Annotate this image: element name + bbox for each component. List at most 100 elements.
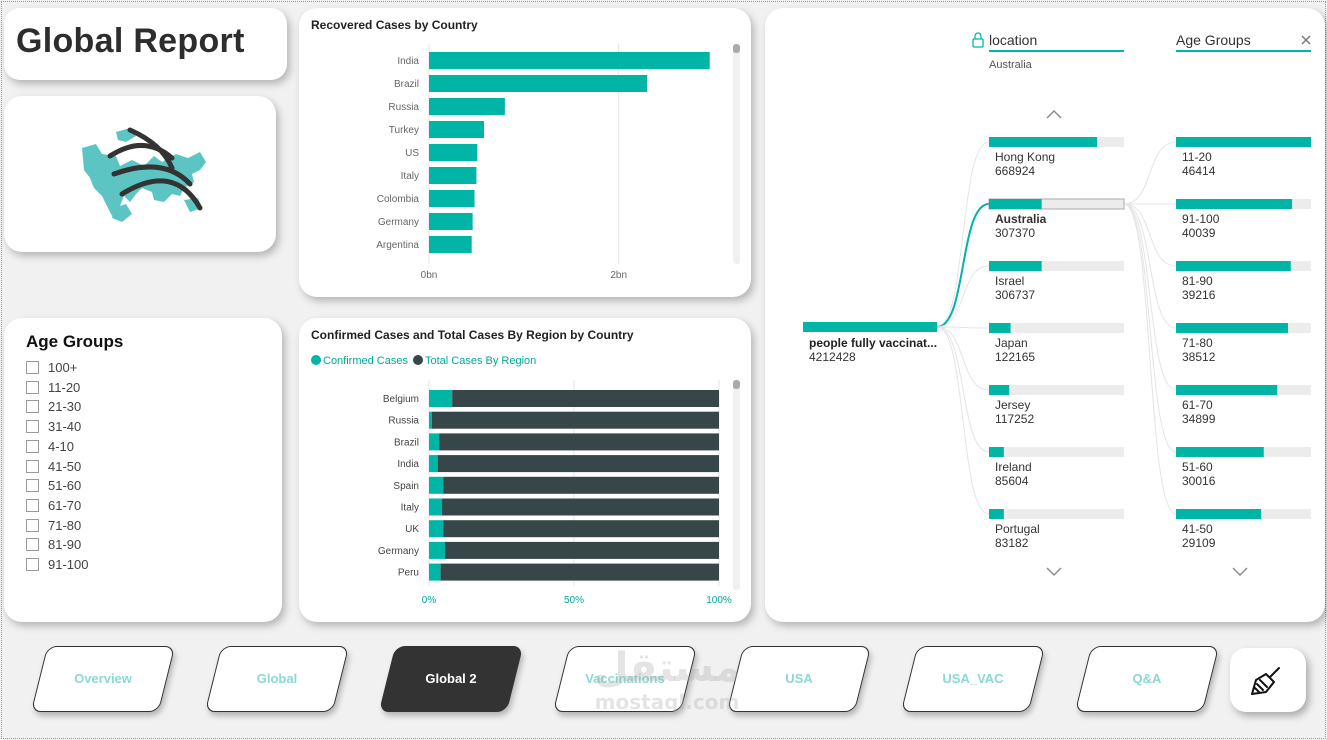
stacked-bar-segment[interactable] — [429, 455, 438, 473]
scroll-down-icon[interactable] — [1232, 567, 1248, 576]
checkbox[interactable] — [26, 518, 39, 532]
clear-filters-button[interactable] — [1230, 648, 1306, 712]
bar[interactable] — [429, 98, 505, 115]
category-label: Belgium — [383, 394, 419, 405]
scrollbar-track[interactable] — [733, 44, 740, 264]
node-label: 71-80 — [1182, 336, 1213, 350]
stacked-bar-segment[interactable] — [443, 520, 720, 538]
bar[interactable] — [429, 52, 710, 69]
node-bar[interactable] — [1176, 509, 1262, 519]
stacked-bar-segment[interactable] — [443, 476, 720, 494]
x-tick-label: 2bn — [610, 270, 627, 281]
slicer-item[interactable]: 51-60 — [26, 476, 81, 494]
slicer-item[interactable]: 61-70 — [26, 496, 81, 514]
stacked-bar-segment[interactable] — [429, 411, 432, 429]
logo-card — [4, 96, 276, 252]
node-bar[interactable] — [989, 323, 1011, 333]
slicer-item[interactable]: 21-30 — [26, 397, 81, 415]
checkbox[interactable] — [26, 439, 39, 453]
checkbox[interactable] — [26, 498, 39, 512]
node-label: Israel — [995, 274, 1024, 288]
slicer-item[interactable]: 81-90 — [26, 535, 81, 553]
node-track — [989, 447, 1124, 457]
bar[interactable] — [429, 190, 475, 207]
confirmed-stacked-chart: Confirmed Cases Total Cases By Region 0% 50… — [311, 355, 740, 606]
title-card: Global Report — [4, 8, 287, 80]
legend-label[interactable]: Total Cases By Region — [425, 355, 536, 367]
slicer-item[interactable]: 41-50 — [26, 457, 81, 475]
slicer-item[interactable]: 100+ — [26, 358, 77, 376]
tree-link — [1123, 203, 1177, 515]
bar[interactable] — [429, 213, 473, 230]
scrollbar-thumb[interactable] — [733, 380, 740, 389]
level2-header[interactable]: Age Groups — [1176, 32, 1251, 48]
stacked-bar-segment[interactable] — [429, 433, 440, 451]
bar[interactable] — [429, 167, 477, 184]
node-bar[interactable] — [1176, 261, 1291, 271]
stacked-bar-segment[interactable] — [429, 390, 453, 407]
node-bar[interactable] — [1176, 323, 1289, 333]
bar[interactable] — [429, 236, 472, 253]
stacked-bar-segment[interactable] — [429, 476, 444, 494]
slicer-item[interactable]: 4-10 — [26, 437, 74, 455]
node-bar[interactable] — [1176, 385, 1278, 395]
stacked-bar-segment[interactable] — [444, 541, 719, 559]
slicer-item[interactable]: 71-80 — [26, 516, 81, 534]
level1-selected: Australia — [989, 59, 1033, 71]
scrollbar-thumb[interactable] — [733, 44, 740, 53]
stacked-bar-segment[interactable] — [429, 541, 445, 559]
tree-link — [1123, 203, 1177, 453]
node-bar[interactable] — [989, 385, 1010, 395]
stacked-bar-segment[interactable] — [429, 563, 441, 581]
scrollbar-track[interactable] — [733, 380, 740, 590]
checkbox[interactable] — [26, 459, 39, 473]
stacked-bar-segment[interactable] — [437, 455, 719, 473]
stacked-bar-segment[interactable] — [452, 390, 719, 407]
stacked-bar-segment[interactable] — [440, 563, 719, 581]
confirmed-chart-card: Confirmed Cases and Total Cases By Regio… — [299, 318, 751, 622]
node-value: 122165 — [995, 350, 1035, 364]
nav-button-label: Global 2 — [425, 671, 477, 686]
legend-label[interactable]: Confirmed Cases — [323, 355, 408, 367]
bar[interactable] — [429, 75, 648, 92]
node-value: 85604 — [995, 474, 1029, 488]
close-icon[interactable] — [1301, 35, 1311, 45]
stacked-bar-segment[interactable] — [431, 411, 719, 429]
node-bar[interactable] — [1176, 199, 1293, 209]
scroll-down-icon[interactable] — [1046, 567, 1062, 576]
node-bar[interactable] — [989, 509, 1004, 519]
level1-header[interactable]: location — [989, 32, 1037, 48]
node-bar[interactable] — [989, 137, 1097, 147]
checkbox[interactable] — [26, 399, 39, 413]
checkbox[interactable] — [26, 419, 39, 433]
root-bar[interactable] — [803, 322, 937, 332]
node-bar[interactable] — [989, 199, 1042, 209]
checkbox[interactable] — [26, 360, 39, 374]
stacked-bar-segment[interactable] — [439, 433, 719, 451]
checkbox[interactable] — [26, 537, 39, 551]
world-map-logo — [82, 127, 206, 222]
checkbox[interactable] — [26, 478, 39, 492]
node-bar[interactable] — [1176, 447, 1264, 457]
x-tick-label: 50% — [564, 595, 584, 606]
stacked-bar-segment[interactable] — [429, 498, 443, 516]
bar[interactable] — [429, 121, 485, 138]
stacked-bar-segment[interactable] — [429, 520, 444, 538]
legend-marker — [311, 355, 321, 365]
x-tick-label: 100% — [706, 595, 732, 606]
node-bar[interactable] — [1176, 137, 1311, 147]
node-bar[interactable] — [989, 261, 1042, 271]
slicer-item[interactable]: 31-40 — [26, 417, 81, 435]
checkbox[interactable] — [26, 557, 39, 571]
category-label: Russia — [388, 102, 419, 113]
stacked-bar-segment[interactable] — [442, 498, 719, 516]
slicer-item[interactable]: 11-20 — [26, 378, 80, 396]
category-label: Spain — [393, 481, 419, 492]
bar[interactable] — [429, 144, 478, 161]
node-value: 39216 — [1182, 288, 1216, 302]
slicer-item[interactable]: 91-100 — [26, 555, 88, 573]
checkbox[interactable] — [26, 380, 39, 394]
node-bar[interactable] — [989, 447, 1004, 457]
scroll-up-icon[interactable] — [1046, 110, 1062, 119]
category-label: Russia — [388, 416, 419, 427]
